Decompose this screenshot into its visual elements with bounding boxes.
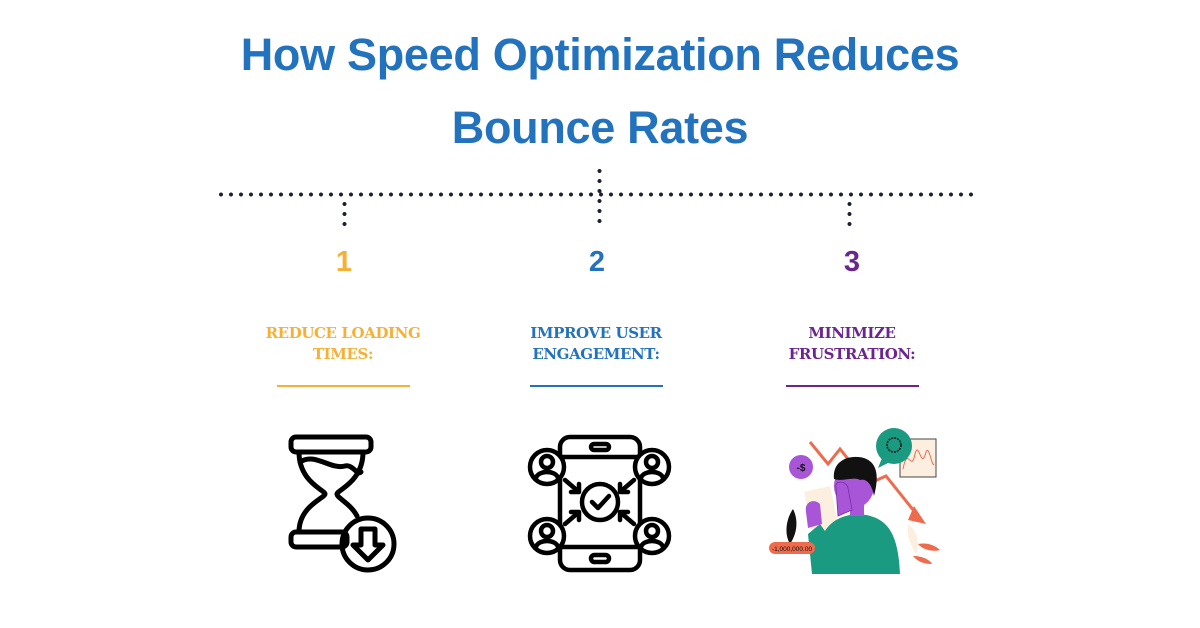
step-1-underline: [277, 385, 410, 387]
step-2-label-line1: IMPROVE USER: [530, 324, 662, 342]
svg-text:-$: -$: [797, 463, 806, 474]
title-line-2: Bounce Rates: [451, 102, 749, 153]
step-3-label-line1: MINIMIZE: [808, 324, 896, 342]
frustrated-person-illustration: -$ -1,000,000.00: [768, 424, 943, 574]
step-3-underline: [786, 385, 919, 387]
step-1-label-line1: REDUCE LOADING: [265, 324, 421, 342]
step-1-number: 1: [335, 246, 353, 278]
timeline-connector-2: [597, 166, 602, 229]
step-3-label: MINIMIZE FRUSTRATION:: [752, 323, 952, 365]
timeline-horizontal-dots: [216, 192, 973, 197]
step-2-label: IMPROVE USER ENGAGEMENT:: [496, 323, 696, 365]
timeline-connector-3: [847, 199, 852, 229]
loss-tag-text: -1,000,000.00: [772, 546, 813, 553]
step-3-number: 3: [843, 246, 861, 278]
step-2-label-line2: ENGAGEMENT:: [532, 345, 660, 363]
hourglass-download-icon: [285, 432, 405, 582]
step-2-underline: [530, 385, 663, 387]
step-2-number: 2: [588, 246, 606, 278]
phone-users-check-icon: [527, 434, 672, 579]
step-3-label-line2: FRUSTRATION:: [788, 345, 916, 363]
step-1-label: REDUCE LOADING TIMES:: [243, 323, 443, 365]
title-line-1: How Speed Optimization Reduces: [240, 29, 960, 80]
step-1-label-line2: TIMES:: [312, 345, 374, 363]
timeline-connector-1: [342, 199, 347, 229]
